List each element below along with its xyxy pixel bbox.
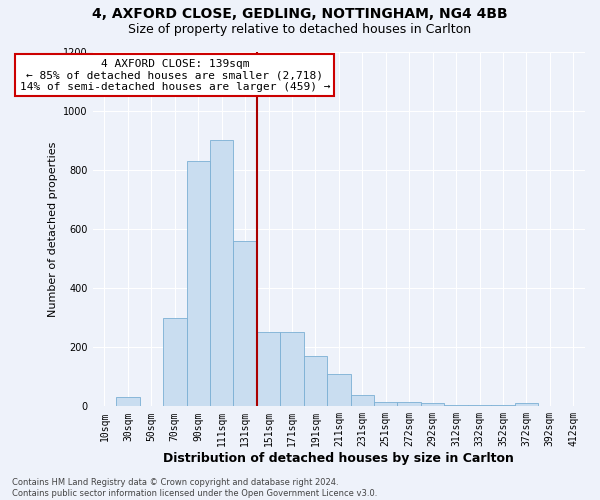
Bar bbox=[280, 332, 304, 406]
X-axis label: Distribution of detached houses by size in Carlton: Distribution of detached houses by size … bbox=[163, 452, 514, 465]
Bar bbox=[374, 402, 397, 406]
Bar bbox=[397, 402, 421, 406]
Bar bbox=[327, 374, 350, 406]
Text: 4 AXFORD CLOSE: 139sqm
← 85% of detached houses are smaller (2,718)
14% of semi-: 4 AXFORD CLOSE: 139sqm ← 85% of detached… bbox=[20, 58, 330, 92]
Text: Contains HM Land Registry data © Crown copyright and database right 2024.
Contai: Contains HM Land Registry data © Crown c… bbox=[12, 478, 377, 498]
Y-axis label: Number of detached properties: Number of detached properties bbox=[48, 141, 58, 316]
Bar bbox=[304, 356, 327, 406]
Bar bbox=[445, 405, 468, 406]
Text: Size of property relative to detached houses in Carlton: Size of property relative to detached ho… bbox=[128, 22, 472, 36]
Bar bbox=[257, 332, 280, 406]
Bar bbox=[421, 404, 445, 406]
Bar bbox=[350, 394, 374, 406]
Bar bbox=[163, 318, 187, 406]
Bar bbox=[468, 405, 491, 406]
Bar bbox=[116, 398, 140, 406]
Bar bbox=[187, 161, 210, 406]
Bar bbox=[210, 140, 233, 406]
Bar bbox=[233, 240, 257, 406]
Bar bbox=[515, 404, 538, 406]
Text: 4, AXFORD CLOSE, GEDLING, NOTTINGHAM, NG4 4BB: 4, AXFORD CLOSE, GEDLING, NOTTINGHAM, NG… bbox=[92, 8, 508, 22]
